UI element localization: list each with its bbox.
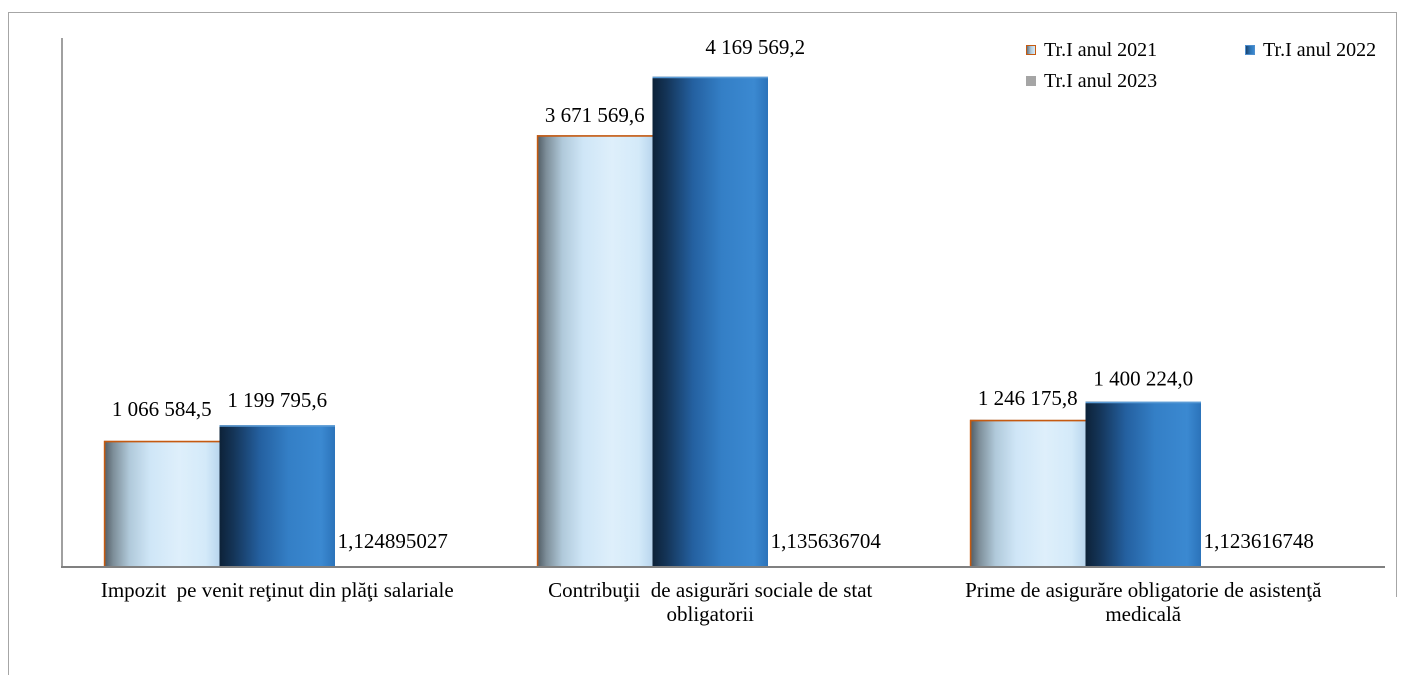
- legend-label-2023: Tr.I anul 2023: [1044, 69, 1158, 92]
- data-label-2023-impozit: 1,124895027: [338, 529, 448, 553]
- data-labels: 1 066 584,5 3 671 569,6 1 246 175,8 1 199 7…: [112, 35, 1314, 553]
- legend-label-2022: Tr.I anul 2022: [1263, 38, 1377, 61]
- legend-marker-2021: [1026, 44, 1036, 55]
- legend-label-2021: Tr.I anul 2021: [1044, 38, 1158, 61]
- bar-2021-prime: [970, 419, 1086, 566]
- data-label-2022-impozit: 1 199 795,6: [227, 388, 327, 412]
- legend-marker-2022: [1245, 44, 1255, 55]
- legend-item-2021: Tr.I anul 2021: [1026, 34, 1245, 65]
- bar-edge-2021-contributii: [536, 135, 653, 566]
- data-label-2021-impozit: 1 066 584,5: [112, 397, 212, 421]
- bar-2022-contributii: [652, 76, 768, 567]
- bar-2021-contributii: [537, 135, 653, 566]
- data-label-2021-prime: 1 246 175,8: [978, 386, 1078, 410]
- bar-edge-2021-impozit: [103, 440, 220, 566]
- data-label-2021-contributii: 3 671 569,6: [545, 103, 645, 127]
- data-label-2023-prime: 1,123616748: [1204, 529, 1314, 553]
- legend-marker-2023: [1026, 75, 1036, 86]
- bars: [103, 76, 1317, 567]
- bar-2022-prime: [1085, 401, 1201, 566]
- data-label-2023-contributii: 1,135636704: [771, 529, 882, 553]
- bar-2022-impozit: [219, 425, 335, 566]
- bar-edge-2021-prime: [969, 419, 1086, 566]
- legend-item-2022: Tr.I anul 2022: [1245, 34, 1396, 65]
- data-label-2022-prime: 1 400 224,0: [1093, 367, 1193, 391]
- bar-2021-impozit: [104, 440, 220, 566]
- legend: Tr.I anul 2021 Tr.I anul 2022 Tr.I anul …: [1026, 34, 1396, 96]
- data-label-2022-contributii: 4 169 569,2: [705, 35, 805, 59]
- legend-item-2023: Tr.I anul 2023: [1026, 65, 1245, 96]
